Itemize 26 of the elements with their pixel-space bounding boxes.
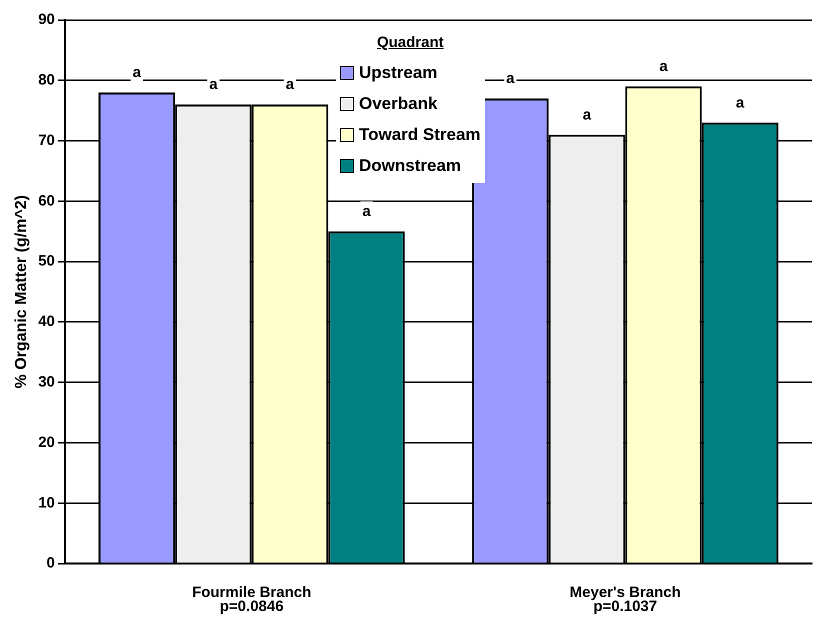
data-label: a (736, 94, 745, 112)
data-label: a (362, 203, 372, 220)
data-label: a (659, 58, 668, 76)
data-label: a (209, 76, 218, 94)
y-tick-label: 30 (38, 373, 55, 390)
y-tick-label: 40 (38, 313, 55, 330)
legend-label: Upstream (359, 62, 438, 82)
y-axis-title: % Organic Matter (g/m^2) (13, 195, 30, 388)
y-tick-label: 50 (38, 252, 55, 270)
y-tick-label: 20 (38, 434, 55, 451)
x-tick-label: Meyer's Branch p=0.1037 (570, 584, 681, 616)
data-label: a (506, 70, 516, 88)
legend-label: Overbank (359, 94, 438, 114)
legend-label: Toward Stream (359, 124, 481, 144)
x-tick-label: Fourmile Branch p=0.0846 (192, 584, 312, 616)
legend-title: Quadrant (376, 34, 445, 51)
y-tick-label: 10 (38, 494, 55, 512)
data-label: a (286, 76, 295, 94)
data-label: a (582, 106, 592, 124)
y-tick-label: 90 (38, 11, 55, 28)
y-tick-label: 0 (46, 554, 55, 572)
y-tick-label: 70 (38, 132, 55, 149)
data-label: a (132, 64, 142, 82)
legend-label: Downstream (359, 156, 462, 176)
y-tick-label: 80 (38, 72, 55, 89)
y-tick-label: 60 (38, 192, 55, 210)
